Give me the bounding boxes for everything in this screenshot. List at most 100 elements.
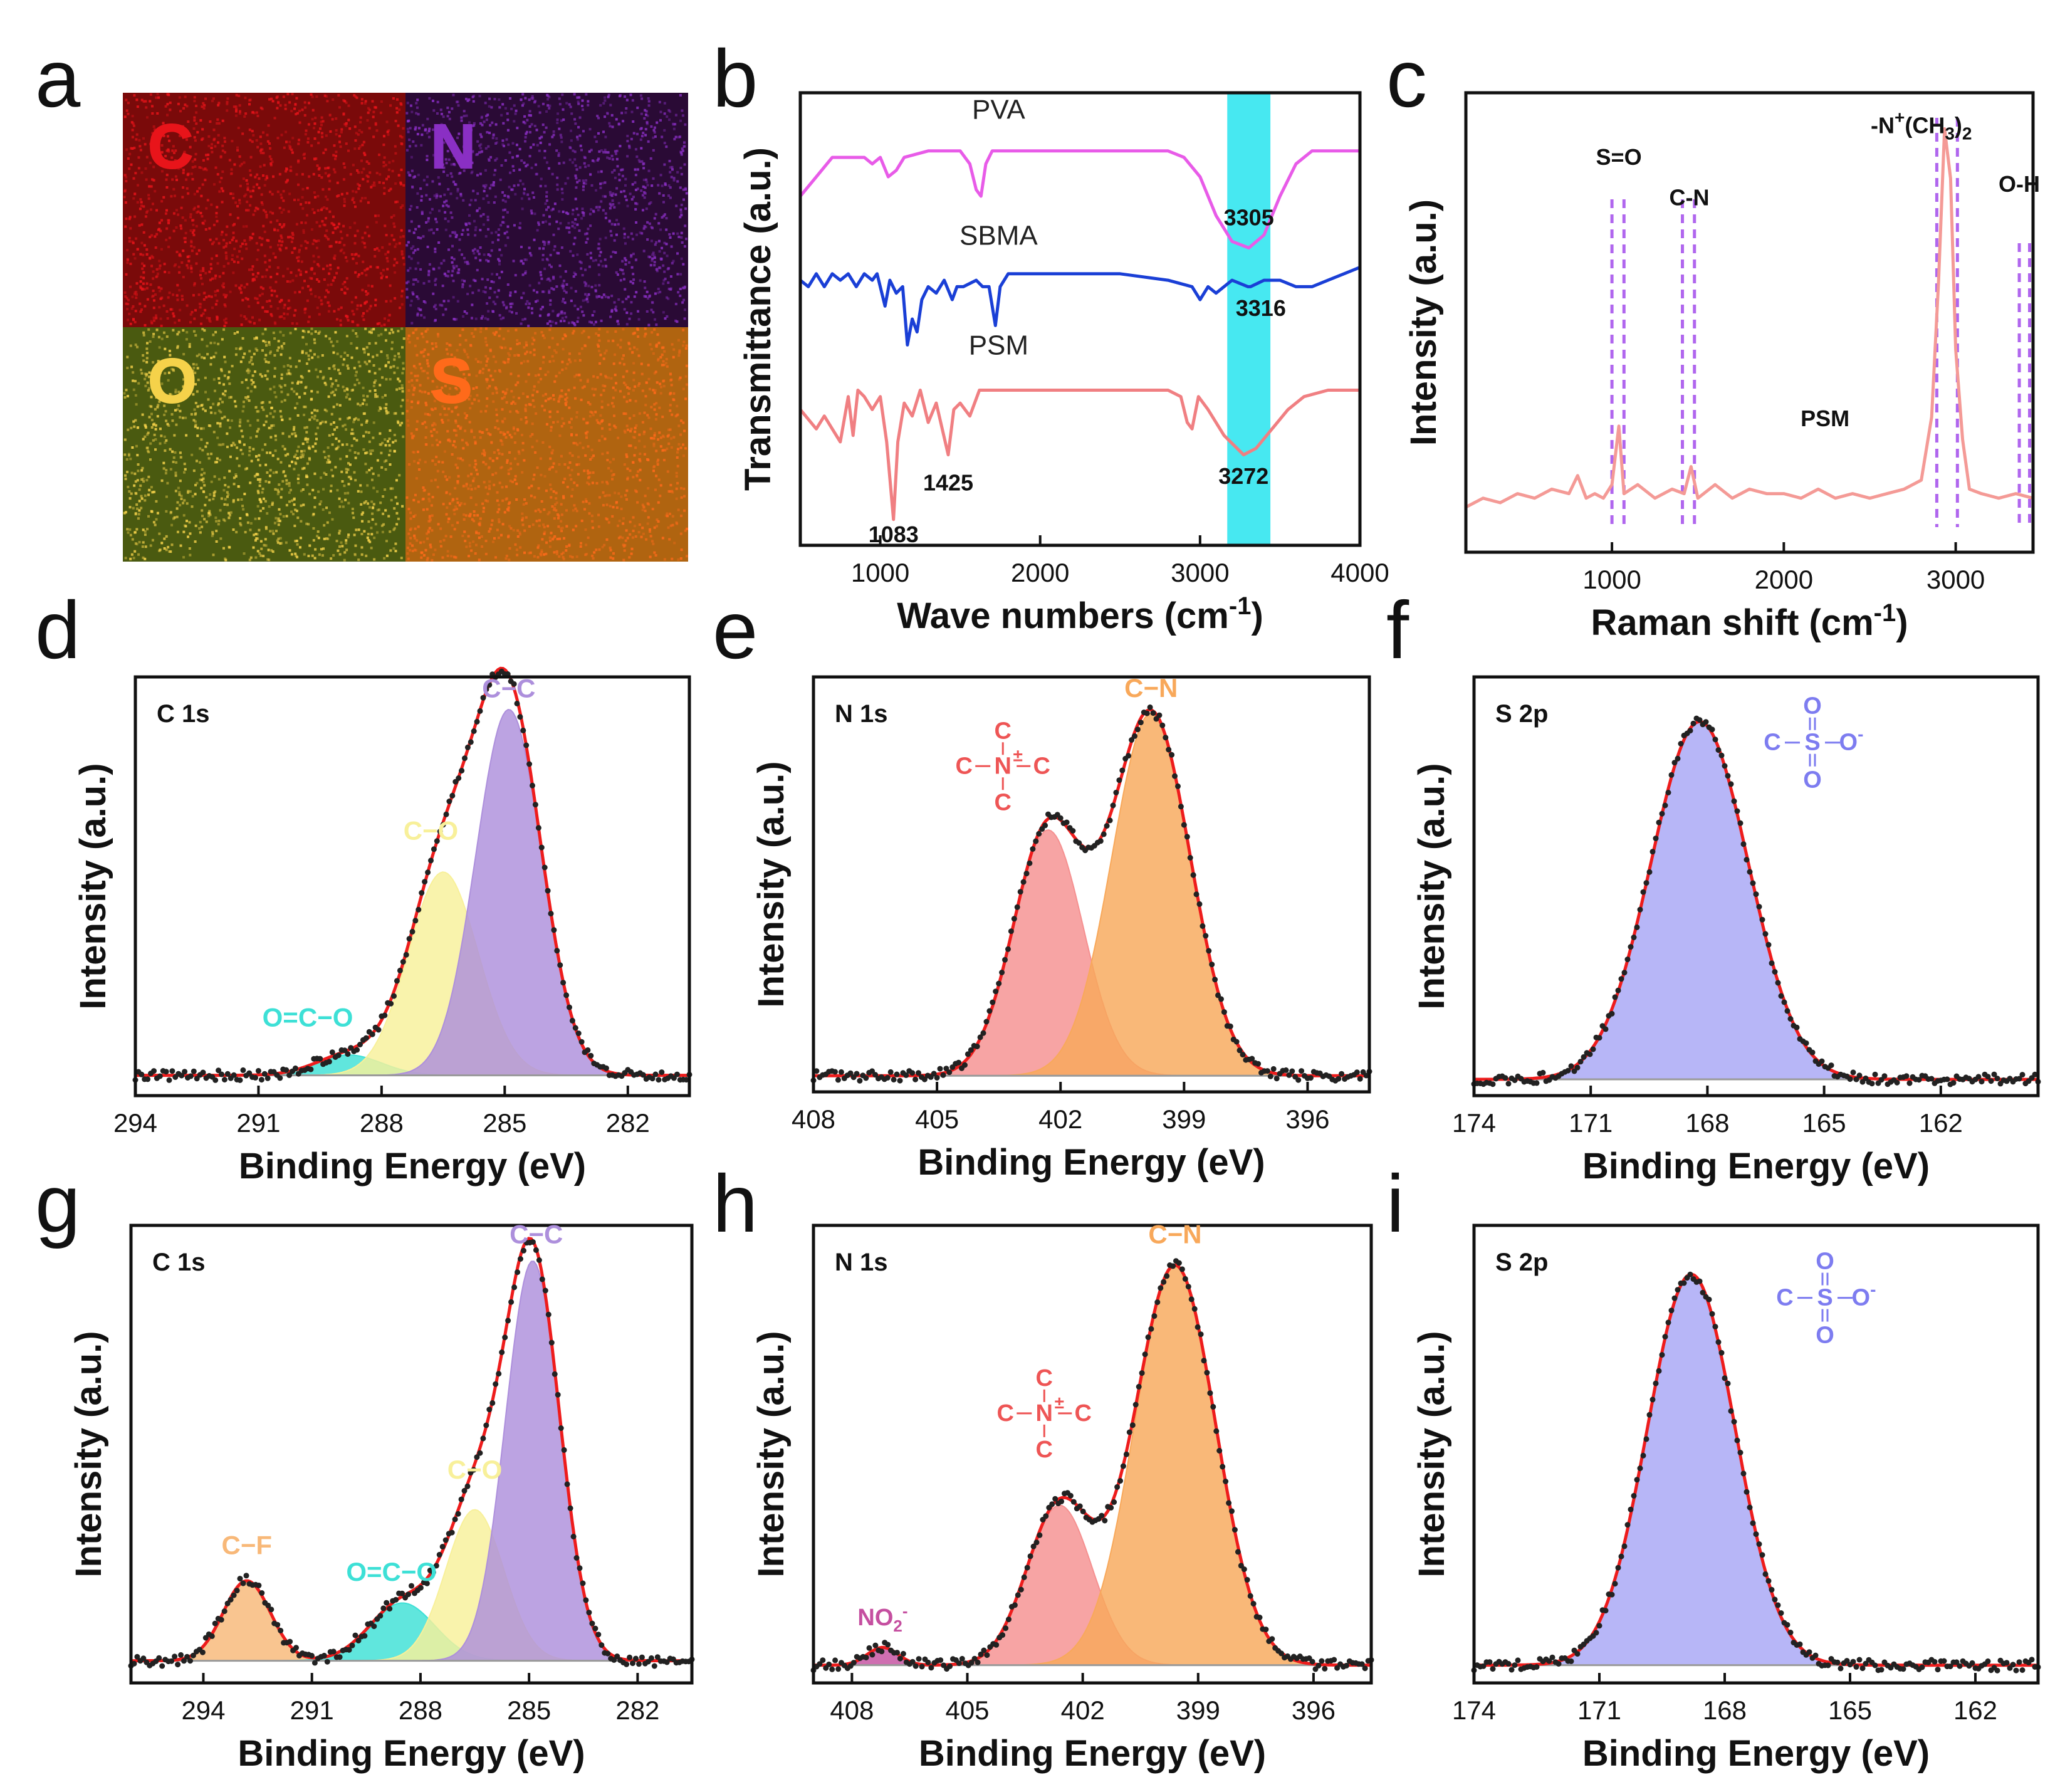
eds-dot	[552, 277, 555, 280]
eds-dot	[484, 291, 487, 294]
eds-dot	[526, 396, 529, 399]
eds-dot	[464, 540, 467, 543]
eds-dot	[330, 340, 333, 343]
eds-dot	[489, 254, 492, 258]
eds-dot	[658, 100, 661, 103]
eds-dot	[576, 181, 579, 184]
eds-dot	[345, 468, 348, 471]
eds-dot	[288, 417, 291, 421]
eds-dot	[272, 471, 275, 474]
eds-dot	[294, 552, 297, 555]
eds-dot	[219, 458, 222, 461]
eds-dot	[449, 172, 452, 175]
eds-dot	[362, 386, 365, 389]
eds-dot	[557, 112, 560, 115]
eds-dot	[394, 496, 397, 499]
eds-dot	[387, 129, 390, 132]
eds-dot	[355, 347, 358, 350]
eds-dot	[327, 238, 330, 241]
eds-dot	[135, 98, 139, 102]
eds-dot	[284, 107, 287, 110]
eds-dot	[201, 137, 204, 140]
eds-dot	[563, 289, 566, 292]
eds-dot	[466, 293, 469, 296]
eds-dot	[378, 367, 381, 370]
eds-dot	[246, 369, 249, 372]
eds-dot	[478, 253, 481, 256]
eds-dot	[459, 192, 463, 196]
eds-dot	[198, 187, 201, 190]
eds-dot	[295, 275, 298, 278]
eds-dot	[290, 271, 293, 274]
eds-dot	[501, 431, 504, 434]
eds-dot	[545, 258, 548, 261]
eds-dot	[520, 159, 523, 162]
eds-dot	[211, 243, 214, 246]
eds-dot	[305, 129, 308, 132]
eds-dot	[357, 171, 360, 174]
eds-dot	[130, 365, 133, 369]
eds-dot	[330, 412, 333, 416]
eds-dot	[332, 344, 335, 347]
eds-dot	[597, 334, 600, 337]
eds-dot	[645, 178, 648, 181]
eds-dot	[222, 282, 225, 285]
eds-dot	[201, 105, 204, 108]
eds-dot	[386, 130, 389, 134]
eds-dot	[365, 293, 369, 296]
eds-dot	[478, 151, 481, 154]
eds-dot	[367, 539, 370, 542]
eds-dot	[365, 431, 368, 434]
eds-dot	[332, 421, 335, 424]
eds-dot	[316, 390, 319, 394]
eds-dot	[345, 259, 348, 263]
eds-dot	[394, 182, 397, 185]
eds-dot	[588, 150, 591, 153]
eds-dot	[474, 317, 478, 320]
eds-dot	[323, 94, 327, 97]
eds-dot	[444, 158, 447, 161]
eds-dot	[182, 276, 185, 279]
eds-dot	[214, 145, 217, 148]
eds-dot	[337, 369, 340, 372]
eds-dot	[441, 285, 444, 288]
eds-dot	[285, 482, 288, 485]
eds-dot	[652, 251, 655, 254]
eds-dot	[667, 109, 671, 112]
eds-dot	[580, 399, 583, 402]
eds-dot	[303, 280, 306, 283]
eds-dot	[640, 160, 644, 163]
eds-dot	[140, 241, 144, 244]
eds-dot	[562, 297, 565, 300]
eds-dot	[417, 280, 420, 283]
eds-dot	[365, 403, 369, 406]
eds-dot	[501, 390, 504, 394]
eds-dot	[207, 515, 211, 518]
eds-dot	[590, 256, 593, 259]
eds-dot	[182, 157, 186, 160]
eds-dot	[224, 251, 227, 254]
eds-dot	[254, 296, 257, 300]
eds-dot	[189, 213, 192, 216]
eds-dot	[152, 360, 155, 364]
eds-dot	[246, 386, 249, 389]
eds-dot	[500, 254, 503, 257]
eds-dot	[200, 486, 203, 490]
eds-dot	[575, 186, 578, 189]
eds-dot	[362, 347, 365, 350]
eds-dot	[468, 121, 471, 124]
eds-dot	[630, 232, 633, 235]
eds-dot	[657, 288, 660, 291]
eds-dot	[611, 515, 614, 518]
eds-dot	[623, 308, 626, 311]
eds-dot	[320, 208, 323, 211]
eds-dot	[280, 496, 283, 499]
eds-dot	[152, 289, 155, 292]
eds-dot	[595, 206, 598, 209]
eds-dot	[574, 174, 577, 177]
eds-dot	[259, 107, 263, 110]
eds-dot	[273, 410, 276, 413]
eds-dot	[458, 248, 461, 251]
eds-dot	[658, 431, 661, 434]
eds-dot	[251, 111, 254, 114]
